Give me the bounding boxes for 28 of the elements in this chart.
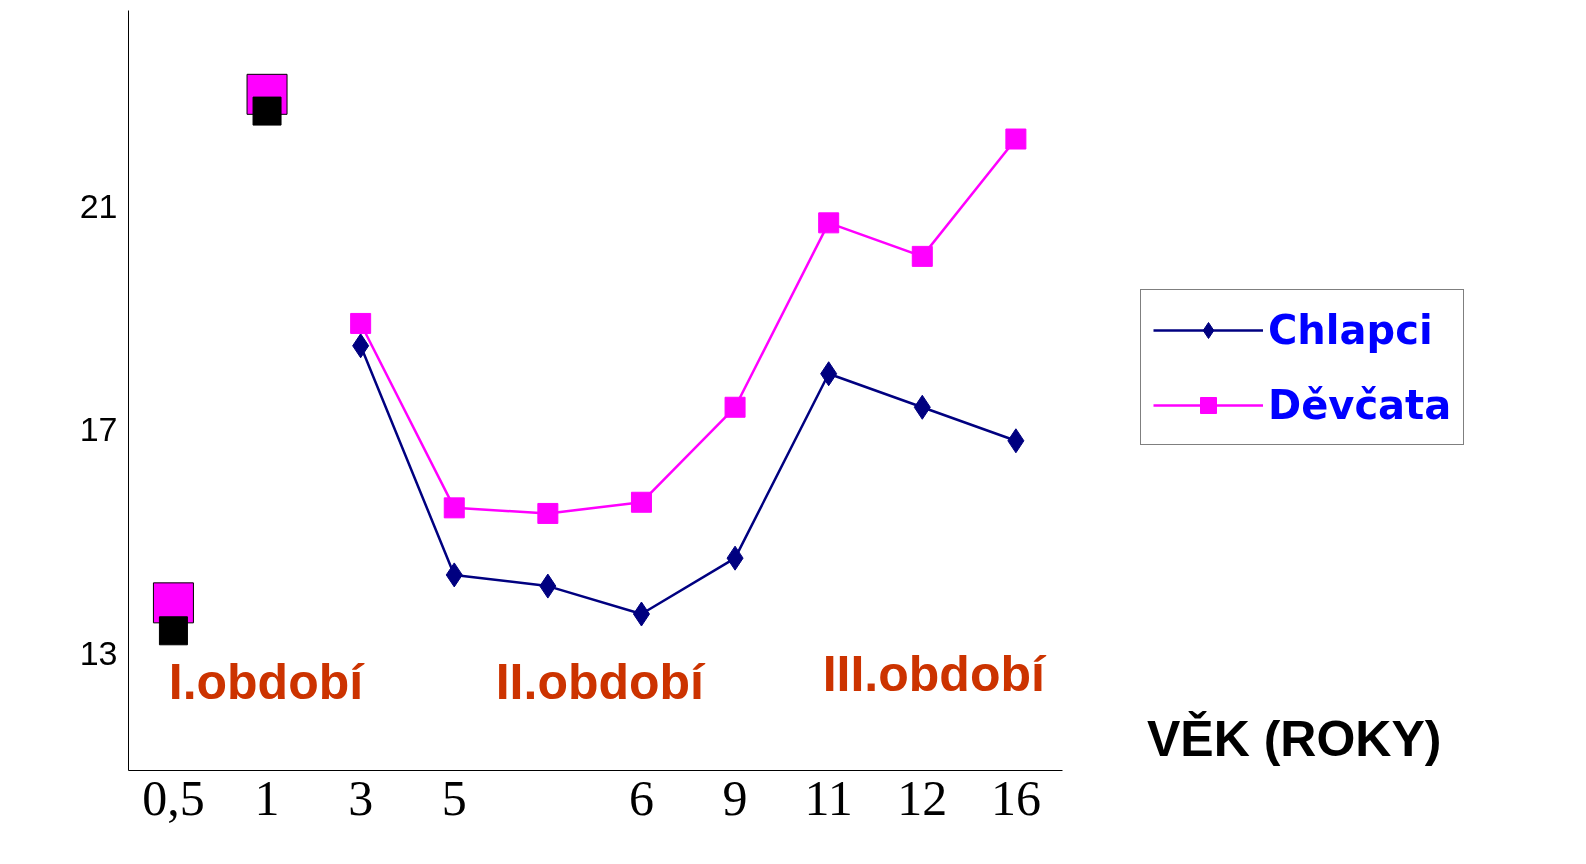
y-tick-label: 13 xyxy=(79,633,118,672)
point xyxy=(537,502,559,524)
x-tick-label: 5 xyxy=(441,769,467,826)
x-tick-label: 12 xyxy=(897,769,948,826)
point xyxy=(252,96,282,126)
x-tick-label: 11 xyxy=(804,769,853,826)
x-axis-title: VĚK (ROKY) xyxy=(1146,710,1442,767)
point xyxy=(724,396,746,418)
y-tick-label: 21 xyxy=(79,186,118,225)
point xyxy=(911,245,933,267)
annotation: I.období xyxy=(168,653,366,710)
x-tick-label: 3 xyxy=(348,769,374,826)
x-tick-label: 0,5 xyxy=(142,769,205,826)
point xyxy=(630,491,652,513)
annotation: III.období xyxy=(822,646,1047,703)
x-tick-label: 1 xyxy=(254,769,280,826)
legend-label: Děvčata xyxy=(1268,380,1452,430)
point xyxy=(443,497,465,519)
y-tick-label: 17 xyxy=(79,410,118,449)
x-tick-label: 9 xyxy=(722,769,748,826)
point xyxy=(1005,128,1027,150)
point xyxy=(350,312,372,334)
point xyxy=(158,616,188,646)
point xyxy=(818,212,840,234)
annotation: II.období xyxy=(495,653,707,710)
legend-label: Chlapci xyxy=(1268,305,1433,355)
x-tick-label: 6 xyxy=(628,769,654,826)
x-tick-label: 16 xyxy=(990,769,1041,826)
